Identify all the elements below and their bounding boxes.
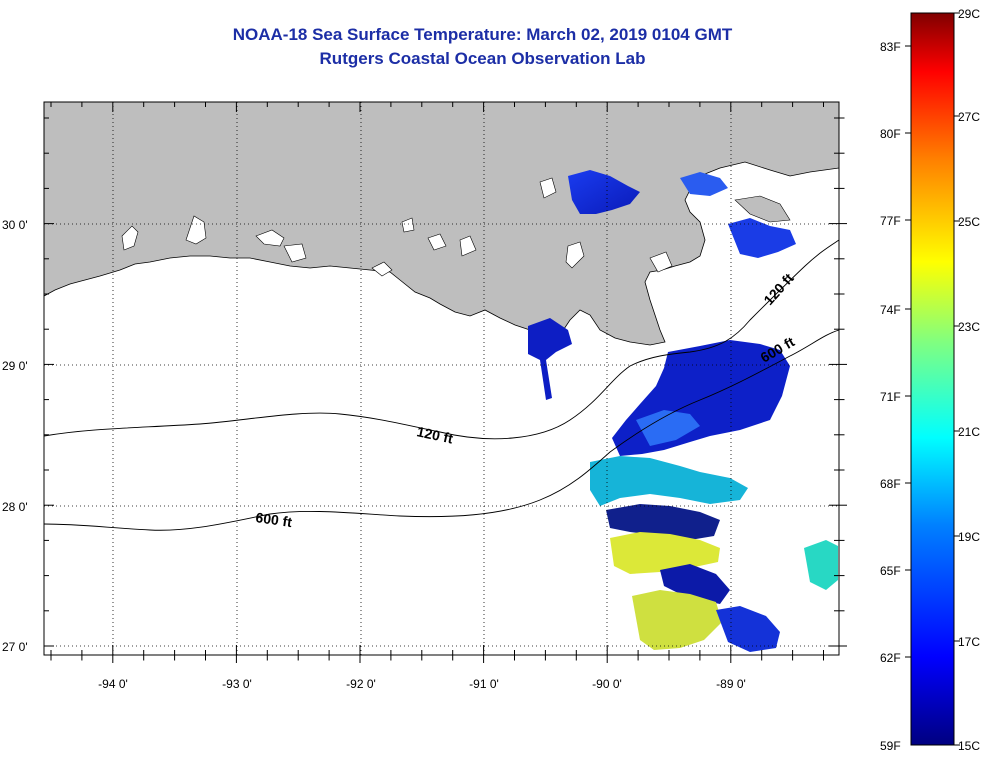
contour-600ft (44, 329, 839, 531)
colorbar-f-label: 83F (880, 40, 901, 54)
colorbar-f-label: 65F (880, 564, 901, 578)
colorbar-c-label: 23C (958, 320, 980, 334)
lon-label: -91 0' (469, 677, 499, 691)
colorbar-c-label: 25C (958, 215, 980, 229)
grid-lines (44, 102, 839, 655)
colorbar-f-label: 62F (880, 651, 901, 665)
colorbar-ticks (905, 12, 960, 746)
colorbar-c-label: 27C (958, 110, 980, 124)
colorbar-c-label: 19C (958, 530, 980, 544)
map-frame (43, 101, 840, 656)
lon-label: -93 0' (222, 677, 252, 691)
sst-swath (528, 170, 838, 652)
lon-label: -90 0' (592, 677, 622, 691)
lon-label: -89 0' (716, 677, 746, 691)
colorbar-c-label: 15C (958, 739, 980, 753)
contour-label-600ft: 600 ft (255, 509, 294, 530)
colorbar-f-label: 59F (880, 739, 901, 753)
lat-label: 28 0' (2, 500, 28, 514)
colorbar (910, 12, 955, 746)
contour-120ft (44, 239, 839, 440)
colorbar-f-label: 80F (880, 127, 901, 141)
contour-label-120ft: 120 ft (415, 423, 454, 446)
land-island (734, 195, 791, 223)
colorbar-f-label: 68F (880, 477, 901, 491)
axis-ticks (44, 102, 847, 663)
lat-label: 29 0' (2, 359, 28, 373)
lat-label: 27 0' (2, 640, 28, 654)
colorbar-f-label: 77F (880, 214, 901, 228)
map-title: NOAA-18 Sea Surface Temperature: March 0… (232, 25, 733, 44)
lon-label: -94 0' (98, 677, 128, 691)
lat-label: 30 0' (2, 218, 28, 232)
colorbar-c-label: 17C (958, 635, 980, 649)
colorbar-f-label: 74F (880, 303, 901, 317)
colorbar-c-label: 21C (958, 425, 980, 439)
lon-label: -92 0' (346, 677, 376, 691)
map-subtitle: Rutgers Coastal Ocean Observation Lab (319, 49, 646, 68)
colorbar-c-label: 29C (958, 7, 980, 21)
inland-lakes (121, 177, 673, 277)
colorbar-f-label: 71F (880, 390, 901, 404)
